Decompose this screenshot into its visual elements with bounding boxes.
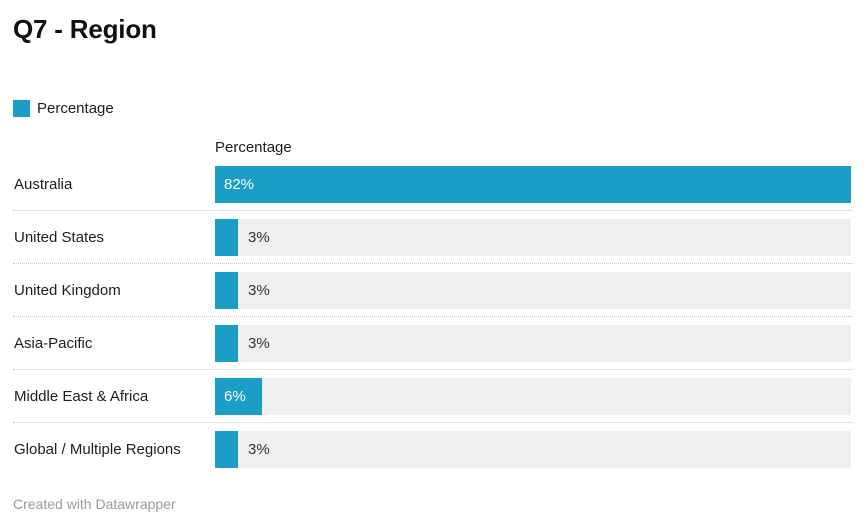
chart-row: United States 3%: [0, 219, 868, 272]
category-label: Asia-Pacific: [14, 335, 93, 352]
bar-track: [215, 431, 851, 468]
value-label: 3%: [248, 441, 270, 458]
value-label: 3%: [248, 229, 270, 246]
attribution-text: Created with Datawrapper: [13, 496, 176, 512]
value-label: 82%: [224, 176, 255, 193]
chart-row: Global / Multiple Regions 3%: [0, 431, 868, 468]
chart-row: Australia 82%: [0, 166, 868, 219]
legend: Percentage: [13, 100, 114, 117]
bar-track: [215, 325, 851, 362]
row-separator: [13, 316, 853, 317]
bar: [215, 325, 238, 362]
bar: [215, 272, 238, 309]
bar: [215, 378, 262, 415]
category-label: United States: [14, 229, 105, 246]
bar-area: 6%: [215, 378, 851, 415]
legend-label: Percentage: [37, 100, 114, 117]
chart-title: Q7 - Region: [13, 14, 157, 44]
row-separator: [13, 369, 853, 370]
bar-track: [215, 272, 851, 309]
bar-track: [215, 219, 851, 256]
category-label: Middle East & Africa: [14, 388, 149, 405]
bar-chart-rows: Australia 82% United States 3% United Ki…: [0, 166, 868, 468]
column-header: Percentage: [215, 139, 292, 156]
bar: [215, 219, 238, 256]
bar-area: 3%: [215, 325, 851, 362]
category-label: Australia: [14, 176, 73, 193]
bar-area: 3%: [215, 219, 851, 256]
bar: [215, 166, 851, 203]
bar: [215, 431, 238, 468]
bar-area: 82%: [215, 166, 851, 203]
legend-color-swatch: [13, 100, 30, 117]
chart-row: Middle East & Africa 6%: [0, 378, 868, 431]
row-separator: [13, 263, 853, 264]
chart-row: United Kingdom 3%: [0, 272, 868, 325]
chart-row: Asia-Pacific 3%: [0, 325, 868, 378]
row-separator: [13, 210, 853, 211]
bar-area: 3%: [215, 272, 851, 309]
value-label: 3%: [248, 282, 270, 299]
row-separator: [13, 422, 853, 423]
bar-area: 3%: [215, 431, 851, 468]
value-label: 3%: [248, 335, 270, 352]
category-label: Global / Multiple Regions: [14, 441, 181, 458]
bar-track: [215, 378, 851, 415]
value-label: 6%: [224, 388, 246, 405]
category-label: United Kingdom: [14, 282, 121, 299]
